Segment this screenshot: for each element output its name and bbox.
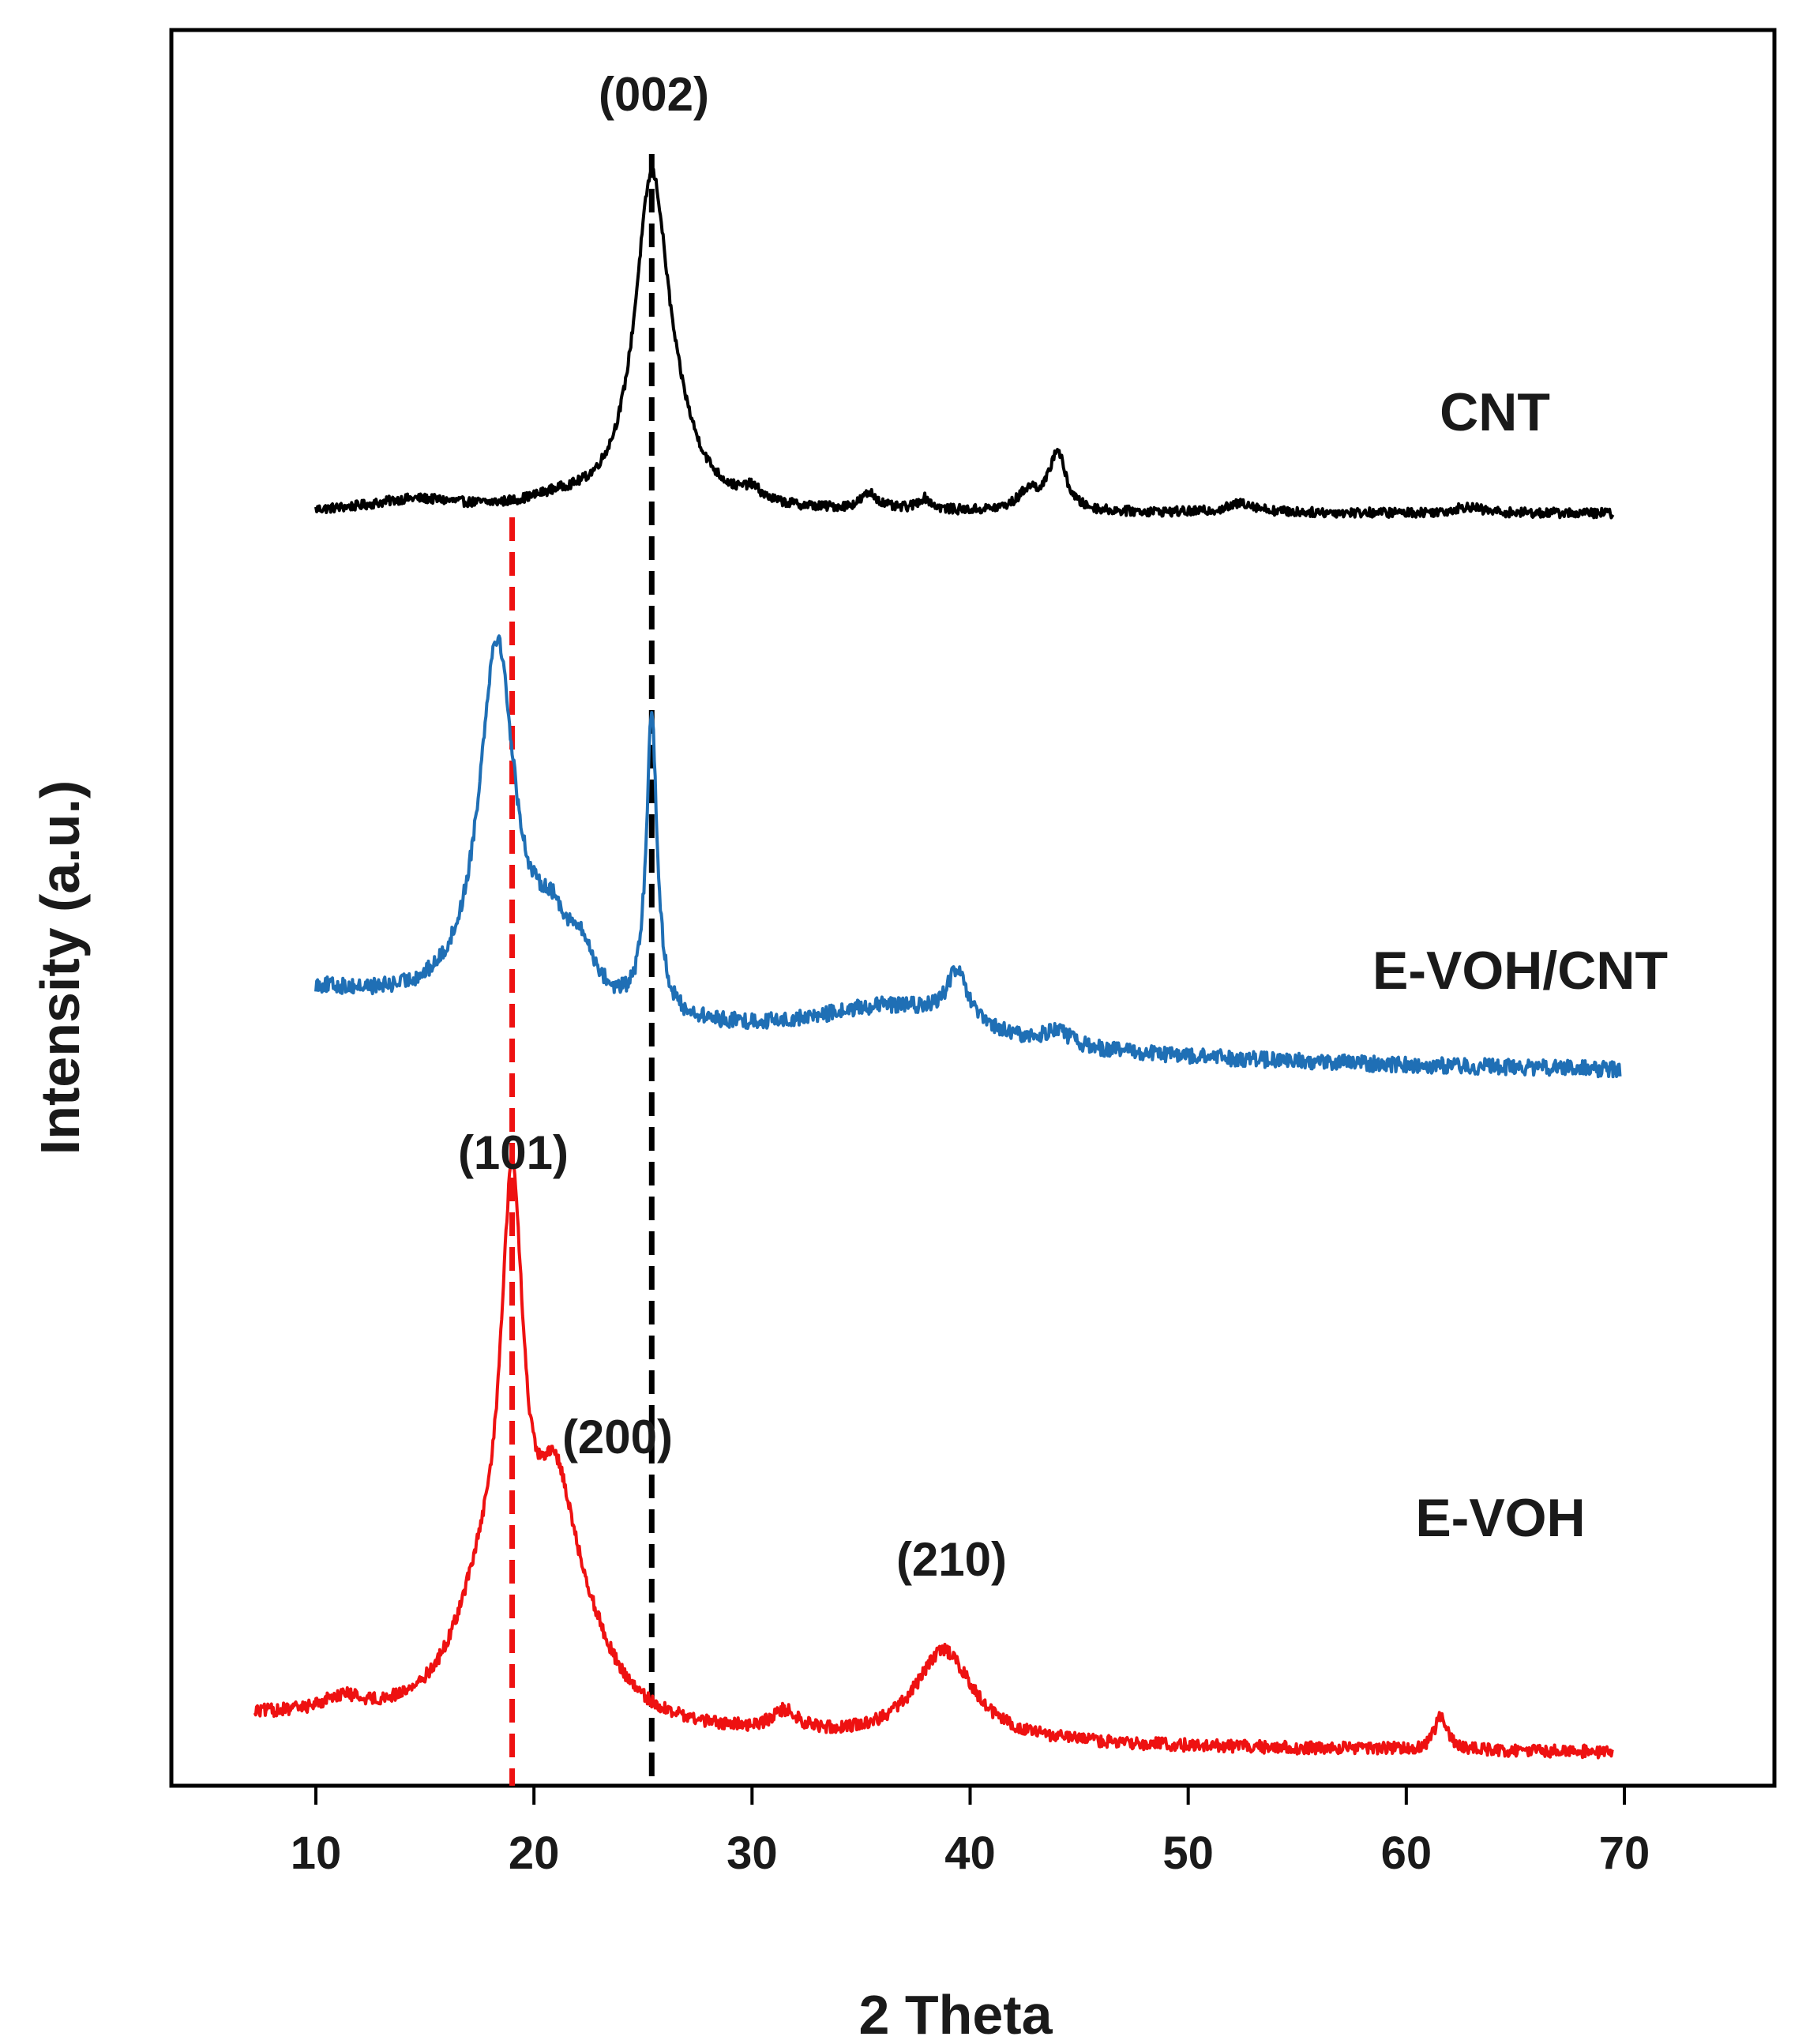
y-axis-label: Intensity (a.u.)	[29, 780, 91, 1155]
series-line-e-voh	[253, 1158, 1614, 1760]
series-label-evoh: E-VOH	[1415, 1488, 1585, 1548]
series-label-evoh-cnt: E-VOH/CNT	[1372, 941, 1668, 1001]
x-axis-label: 2 Theta	[858, 1984, 1053, 2044]
x-tick-label-70: 70	[1599, 1828, 1650, 1879]
peak-label-002: (002)	[599, 68, 709, 121]
series-label-cnt: CNT	[1440, 382, 1550, 442]
x-tick-label-60: 60	[1381, 1828, 1432, 1879]
series-group	[253, 167, 1622, 1760]
peak-label-210: (210)	[896, 1533, 1007, 1586]
series-line-e-voh-cnt	[314, 634, 1622, 1079]
peak-label-200: (200)	[562, 1411, 673, 1463]
plot-frame	[169, 28, 1777, 1788]
x-tick-label-40: 40	[944, 1828, 996, 1879]
x-tick-label-50: 50	[1162, 1828, 1214, 1879]
peak-label-101: (101)	[458, 1126, 569, 1179]
x-axis: 10 20 30 40 50 60 70	[291, 1786, 1650, 1879]
x-tick-label-30: 30	[727, 1828, 778, 1879]
x-tick-label-20: 20	[509, 1828, 560, 1879]
series-line-cnt	[314, 167, 1615, 520]
x-tick-label-10: 10	[291, 1828, 342, 1879]
reference-lines	[509, 154, 655, 1786]
